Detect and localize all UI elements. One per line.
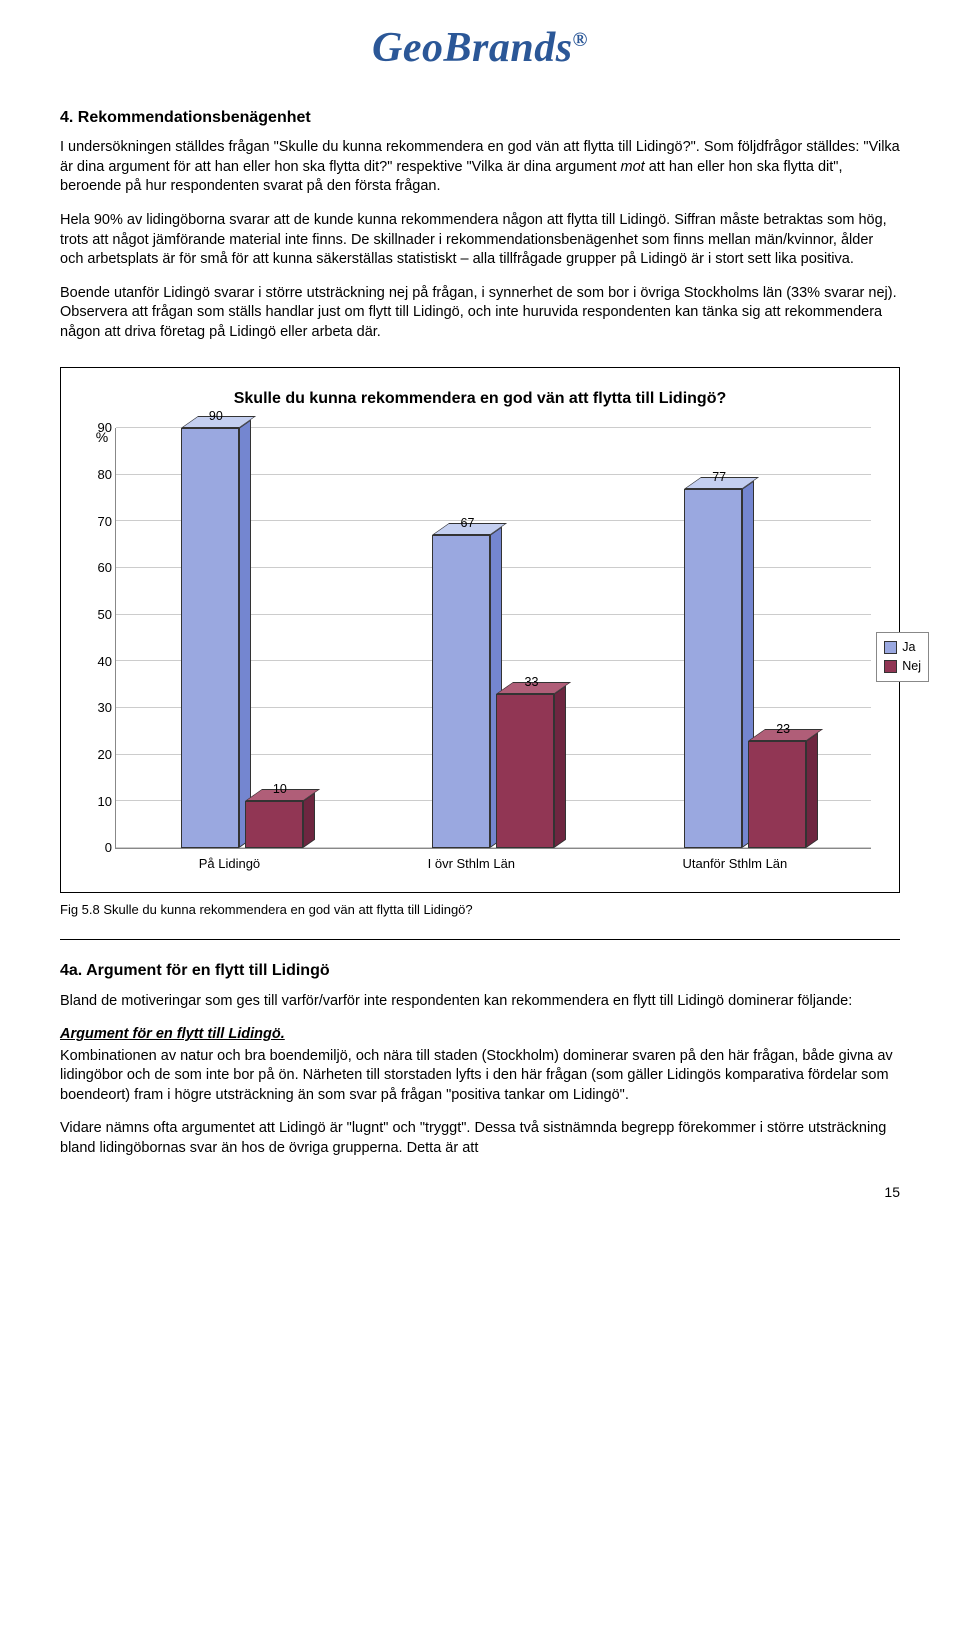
section4-paragraph-3: Boende utanför Lidingö svarar i större u…: [60, 284, 900, 343]
bar: 90: [181, 428, 239, 848]
p1-emphasis: mot: [621, 159, 645, 175]
chart-caption: Fig 5.8 Skulle du kunna rekommendera en …: [60, 901, 900, 919]
logo-reg: ®: [573, 29, 588, 51]
bar-value-label: 90: [187, 408, 245, 425]
x-category-label: Utanför Sthlm Län: [682, 855, 787, 873]
legend-swatch-nej: [884, 660, 897, 673]
chart-container: Skulle du kunna rekommendera en god vän …: [60, 367, 900, 893]
bar-group: 9010: [181, 428, 303, 848]
chart-plot: 0102030405060708090901067337723: [115, 428, 871, 849]
logo-text: GeoBrands®: [372, 20, 588, 77]
section4a-paragraph-2: Vidare nämns ofta argumentet att Lidingö…: [60, 1119, 900, 1158]
page-number: 15: [60, 1183, 900, 1202]
y-tick-label: 80: [82, 466, 112, 484]
y-tick-label: 90: [82, 419, 112, 437]
bar-group: 7723: [684, 489, 806, 848]
bar: 67: [432, 535, 490, 848]
section4a-paragraph-1: Kombinationen av natur och bra boendemil…: [60, 1047, 900, 1106]
section4-paragraph-1: I undersökningen ställdes frågan "Skulle…: [60, 138, 900, 197]
chart-legend: Ja Nej: [876, 632, 929, 682]
legend-row-nej: Nej: [884, 658, 921, 675]
y-tick-label: 20: [82, 746, 112, 764]
chart-title: Skulle du kunna rekommendera en god vän …: [89, 388, 871, 410]
bar: 10: [245, 801, 303, 848]
logo-header: GeoBrands®: [60, 20, 900, 77]
legend-label-nej: Nej: [902, 658, 921, 675]
legend-label-ja: Ja: [902, 639, 915, 656]
logo-main: GeoBrands: [372, 25, 573, 71]
legend-row-ja: Ja: [884, 639, 921, 656]
section-divider: [60, 939, 900, 940]
y-tick-label: 30: [82, 699, 112, 717]
bar-value-label: 67: [438, 515, 496, 532]
section4a-heading: 4a. Argument för en flytt till Lidingö: [60, 960, 900, 982]
bar-group: 6733: [432, 535, 554, 848]
y-tick-label: 0: [82, 839, 112, 857]
section4a-subheading: Argument för en flytt till Lidingö.: [60, 1025, 900, 1045]
y-tick-label: 40: [82, 653, 112, 671]
y-tick-label: 70: [82, 513, 112, 531]
y-tick-label: 50: [82, 606, 112, 624]
bar: 33: [496, 694, 554, 848]
bar-value-label: 33: [502, 674, 560, 691]
bars-row: 901067337723: [116, 428, 871, 848]
x-category-label: På Lidingö: [199, 855, 260, 873]
section4a-intro: Bland de motiveringar som ges till varfö…: [60, 992, 900, 1012]
x-category-label: I övr Sthlm Län: [428, 855, 515, 873]
x-axis-labels: På Lidingö I övr Sthlm Län Utanför Sthlm L…: [115, 855, 871, 873]
bar-value-label: 77: [690, 469, 748, 486]
bar: 23: [748, 741, 806, 848]
legend-swatch-ja: [884, 641, 897, 654]
y-tick-label: 60: [82, 559, 112, 577]
y-tick-label: 10: [82, 793, 112, 811]
bar: 77: [684, 489, 742, 848]
section4-paragraph-2: Hela 90% av lidingöborna svarar att de k…: [60, 211, 900, 270]
bar-value-label: 23: [754, 721, 812, 738]
bar-value-label: 10: [251, 781, 309, 798]
section4-heading: 4. Rekommendationsbenägenhet: [60, 107, 900, 129]
